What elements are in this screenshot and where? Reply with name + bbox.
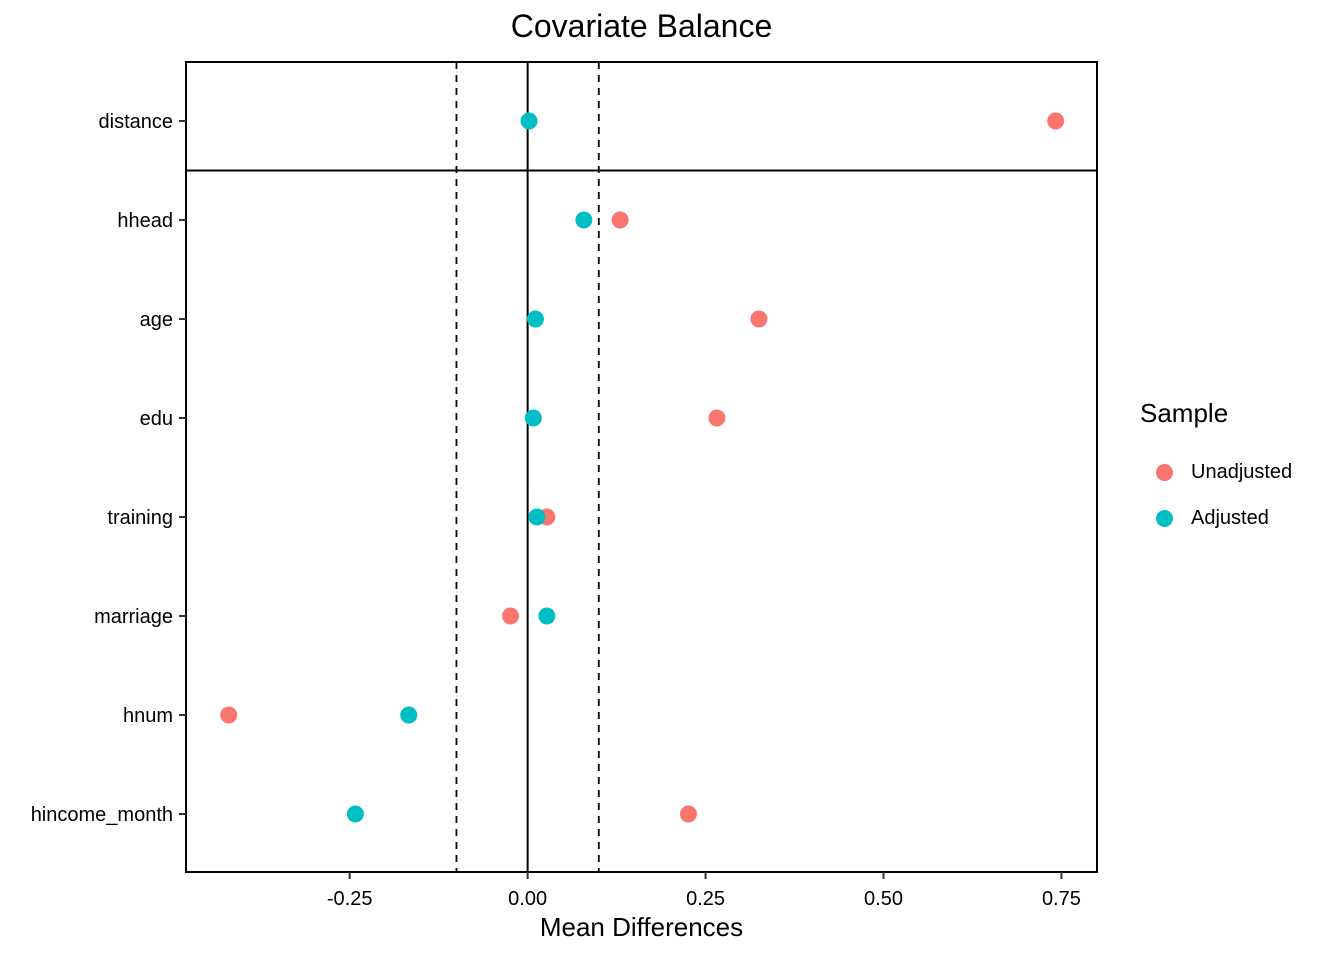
x-tick-label-1: 0.00 [508, 888, 547, 910]
legend-label-adjusted: Adjusted [1191, 506, 1269, 529]
x-tick-label-0: -0.25 [327, 888, 373, 910]
point-unadjusted-hhead [611, 211, 629, 229]
plot-panel-border [185, 61, 1098, 873]
y-tick-label-hnum: hnum [123, 705, 173, 727]
point-adjusted-hnum [400, 706, 418, 724]
point-unadjusted-edu [708, 409, 726, 427]
y-tick-label-training: training [107, 507, 173, 529]
legend-item-unadjusted: Unadjusted [1140, 449, 1292, 495]
y-tick-label-distance: distance [99, 111, 174, 133]
point-adjusted-training [528, 508, 546, 526]
point-adjusted-hhead [575, 211, 593, 229]
point-unadjusted-marriage [502, 607, 520, 625]
legend-label-unadjusted: Unadjusted [1191, 460, 1293, 483]
x-tick-label-4: 0.75 [1042, 888, 1081, 910]
y-tick-label-hincome_month: hincome_month [31, 804, 173, 826]
point-adjusted-hincome_month [346, 805, 364, 823]
legend-key-unadjusted [1156, 463, 1173, 481]
point-unadjusted-hincome_month [679, 805, 697, 823]
point-adjusted-distance [520, 112, 538, 130]
y-tick-label-edu: edu [140, 408, 173, 430]
x-axis-label: Mean Differences [539, 912, 744, 942]
y-tick-label-age: age [140, 309, 173, 331]
x-tick-label-3: 0.50 [864, 888, 903, 910]
y-tick-label-hhead: hhead [117, 210, 173, 232]
point-adjusted-edu [524, 409, 542, 427]
point-unadjusted-distance [1047, 112, 1065, 130]
legend: Sample Unadjusted Adjusted [1140, 398, 1292, 541]
point-unadjusted-age [750, 310, 768, 328]
legend-title: Sample [1140, 398, 1229, 428]
point-adjusted-age [526, 310, 544, 328]
point-adjusted-marriage [538, 607, 556, 625]
legend-item-adjusted: Adjusted [1140, 495, 1292, 541]
point-unadjusted-hnum [220, 706, 238, 724]
y-tick-label-marriage: marriage [94, 606, 173, 628]
x-tick-label-2: 0.25 [686, 888, 725, 910]
chart-title: Covariate Balance [510, 8, 773, 44]
legend-key-adjusted [1156, 509, 1173, 527]
